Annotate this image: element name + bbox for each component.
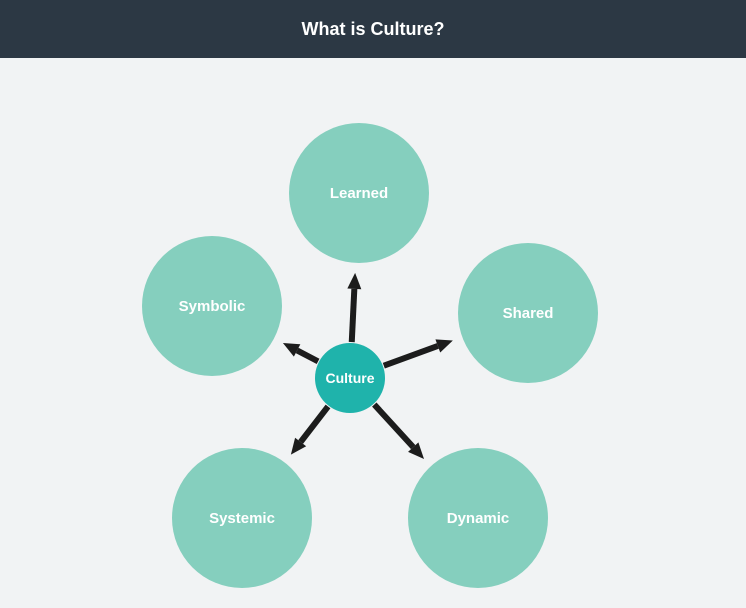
center-node-culture: Culture [315, 343, 385, 413]
node-label: Learned [330, 185, 388, 202]
node-shared: Shared [458, 243, 598, 383]
center-node-label: Culture [326, 370, 375, 386]
node-label: Systemic [209, 510, 275, 527]
header: What is Culture? [0, 0, 746, 58]
node-label: Dynamic [447, 510, 510, 527]
node-dynamic: Dynamic [408, 448, 548, 588]
node-label: Shared [503, 305, 554, 322]
node-learned: Learned [289, 123, 429, 263]
node-systemic: Systemic [172, 448, 312, 588]
diagram-canvas: Culture Learned Shared Dynamic Systemic … [0, 58, 746, 608]
node-label: Symbolic [179, 298, 246, 315]
page-title: What is Culture? [302, 19, 445, 40]
node-symbolic: Symbolic [142, 236, 282, 376]
